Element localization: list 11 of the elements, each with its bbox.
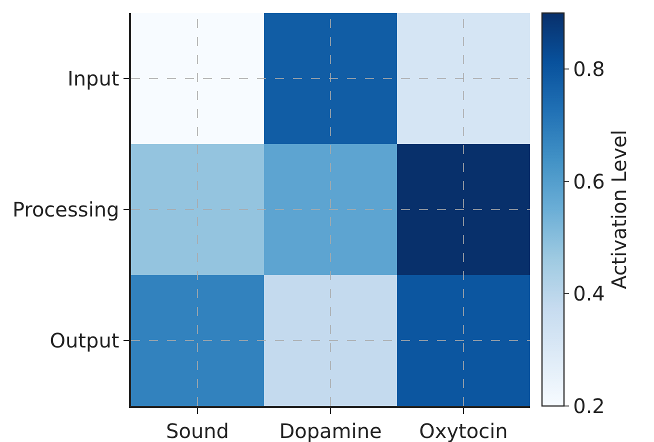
y-tick-label: Output xyxy=(50,328,120,352)
x-tick-label: Dopamine xyxy=(279,418,382,442)
x-tick-label: Sound xyxy=(166,418,229,442)
color-bar-title: Activation Level xyxy=(606,130,631,290)
color-bar-label: 0.4 xyxy=(573,282,605,306)
color-bar-label: 0.2 xyxy=(573,394,605,418)
x-tick-label: Oxytocin xyxy=(419,418,508,442)
color-bar-label: 0.6 xyxy=(573,169,605,194)
y-tick-label: Processing xyxy=(12,198,120,222)
color-bar-label: 0.8 xyxy=(573,57,605,82)
y-tick-label: Input xyxy=(67,66,120,90)
